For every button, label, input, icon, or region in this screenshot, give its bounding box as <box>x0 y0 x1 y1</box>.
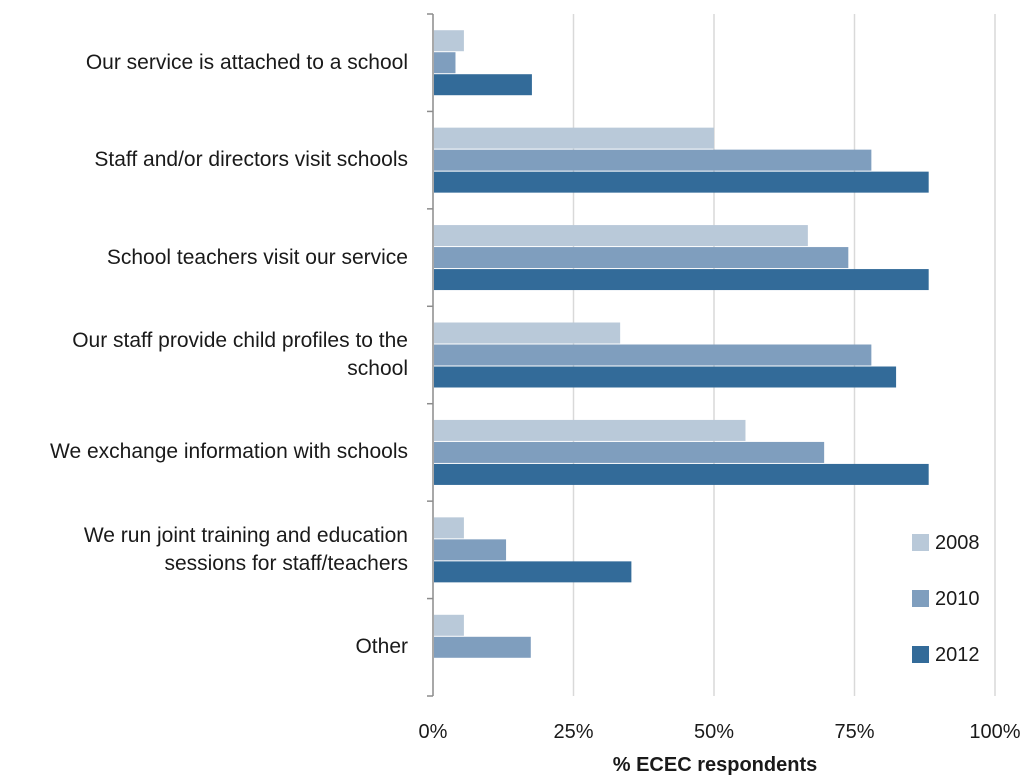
bar-2010 <box>434 52 456 74</box>
bar-2012 <box>434 463 929 485</box>
category-label: School teachers visit our service <box>106 245 408 269</box>
bar-2008 <box>434 225 808 247</box>
bar-2008 <box>434 322 621 344</box>
x-tick-label: 100% <box>969 721 1020 743</box>
bar-2012 <box>434 269 929 291</box>
bar-2008 <box>434 30 464 52</box>
category-label: Other <box>355 635 408 659</box>
bar-2010 <box>434 344 872 366</box>
category-label: Our service is attached to a school <box>85 50 408 74</box>
legend-label: 2012 <box>935 644 980 666</box>
category-label: We exchange information with schools <box>50 440 408 464</box>
bar-2012 <box>434 366 897 388</box>
legend-swatch-2008 <box>912 534 929 551</box>
bar-2010 <box>434 149 872 171</box>
category-label: We run joint training and education sess… <box>83 523 408 575</box>
x-tick-label: 0% <box>419 721 448 743</box>
x-tick-label: 75% <box>834 721 874 743</box>
x-tick-label: 25% <box>553 721 593 743</box>
bar-2008 <box>434 127 714 149</box>
category-label: Staff and/or directors visit schools <box>94 148 408 172</box>
bars <box>434 30 929 658</box>
x-axis-title: % ECEC respondents <box>613 754 817 776</box>
bar-2012 <box>434 171 929 193</box>
x-tick-labels: 0% 25% 50% 75% 100% <box>419 721 1021 743</box>
category-label: Our staff provide child profiles to the … <box>72 329 408 380</box>
legend: 2008 2010 2012 <box>912 532 980 666</box>
y-axis <box>427 13 434 697</box>
bar-2008 <box>434 614 464 636</box>
legend-swatch-2010 <box>912 590 929 607</box>
legend-swatch-2012 <box>912 646 929 663</box>
bar-2010 <box>434 636 531 658</box>
legend-label: 2010 <box>935 588 980 610</box>
bar-2008 <box>434 419 746 441</box>
bar-2012 <box>434 561 632 583</box>
bar-2010 <box>434 539 507 561</box>
bar-2010 <box>434 441 825 463</box>
bar-2012 <box>434 74 532 96</box>
bar-2010 <box>434 247 849 269</box>
bar-2008 <box>434 517 464 539</box>
x-tick-label: 50% <box>694 721 734 743</box>
legend-label: 2008 <box>935 532 980 554</box>
